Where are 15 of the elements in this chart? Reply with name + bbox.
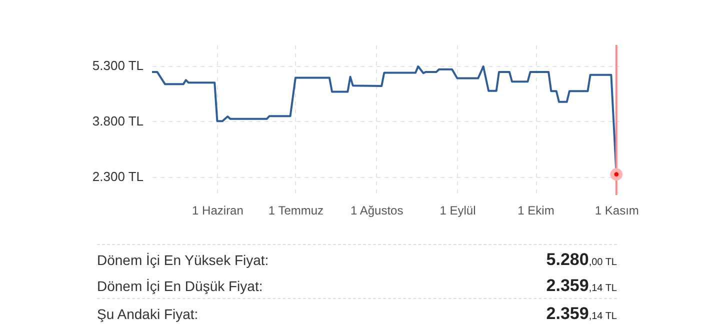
y-tick-label: 5.300 TL: [92, 58, 144, 74]
y-tick-label: 2.300 TL: [92, 169, 144, 184]
text: Dönem İçi En Yüksek Fiyat:: [97, 252, 269, 268]
x-tick-label: 1 Temmuz: [268, 204, 324, 218]
x-tick-label: 1 Ağustos: [350, 204, 404, 218]
x-tick-label: 1 Ekim: [518, 204, 554, 218]
x-tick-label: 1 Eylül: [440, 204, 476, 218]
text: 5.280,00 TL: [546, 250, 617, 270]
y-tick-label: 3.800 TL: [92, 114, 144, 129]
x-tick-label: 1 Haziran: [192, 204, 244, 218]
text: Şu Andaki Fiyat:: [97, 306, 198, 322]
x-tick-label: 1 Kasım: [594, 204, 639, 218]
text: 2.359,14 TL: [546, 276, 617, 296]
text: Dönem İçi En Düşük Fiyat:: [97, 278, 263, 294]
text: 2.359,14 TL: [546, 304, 617, 324]
